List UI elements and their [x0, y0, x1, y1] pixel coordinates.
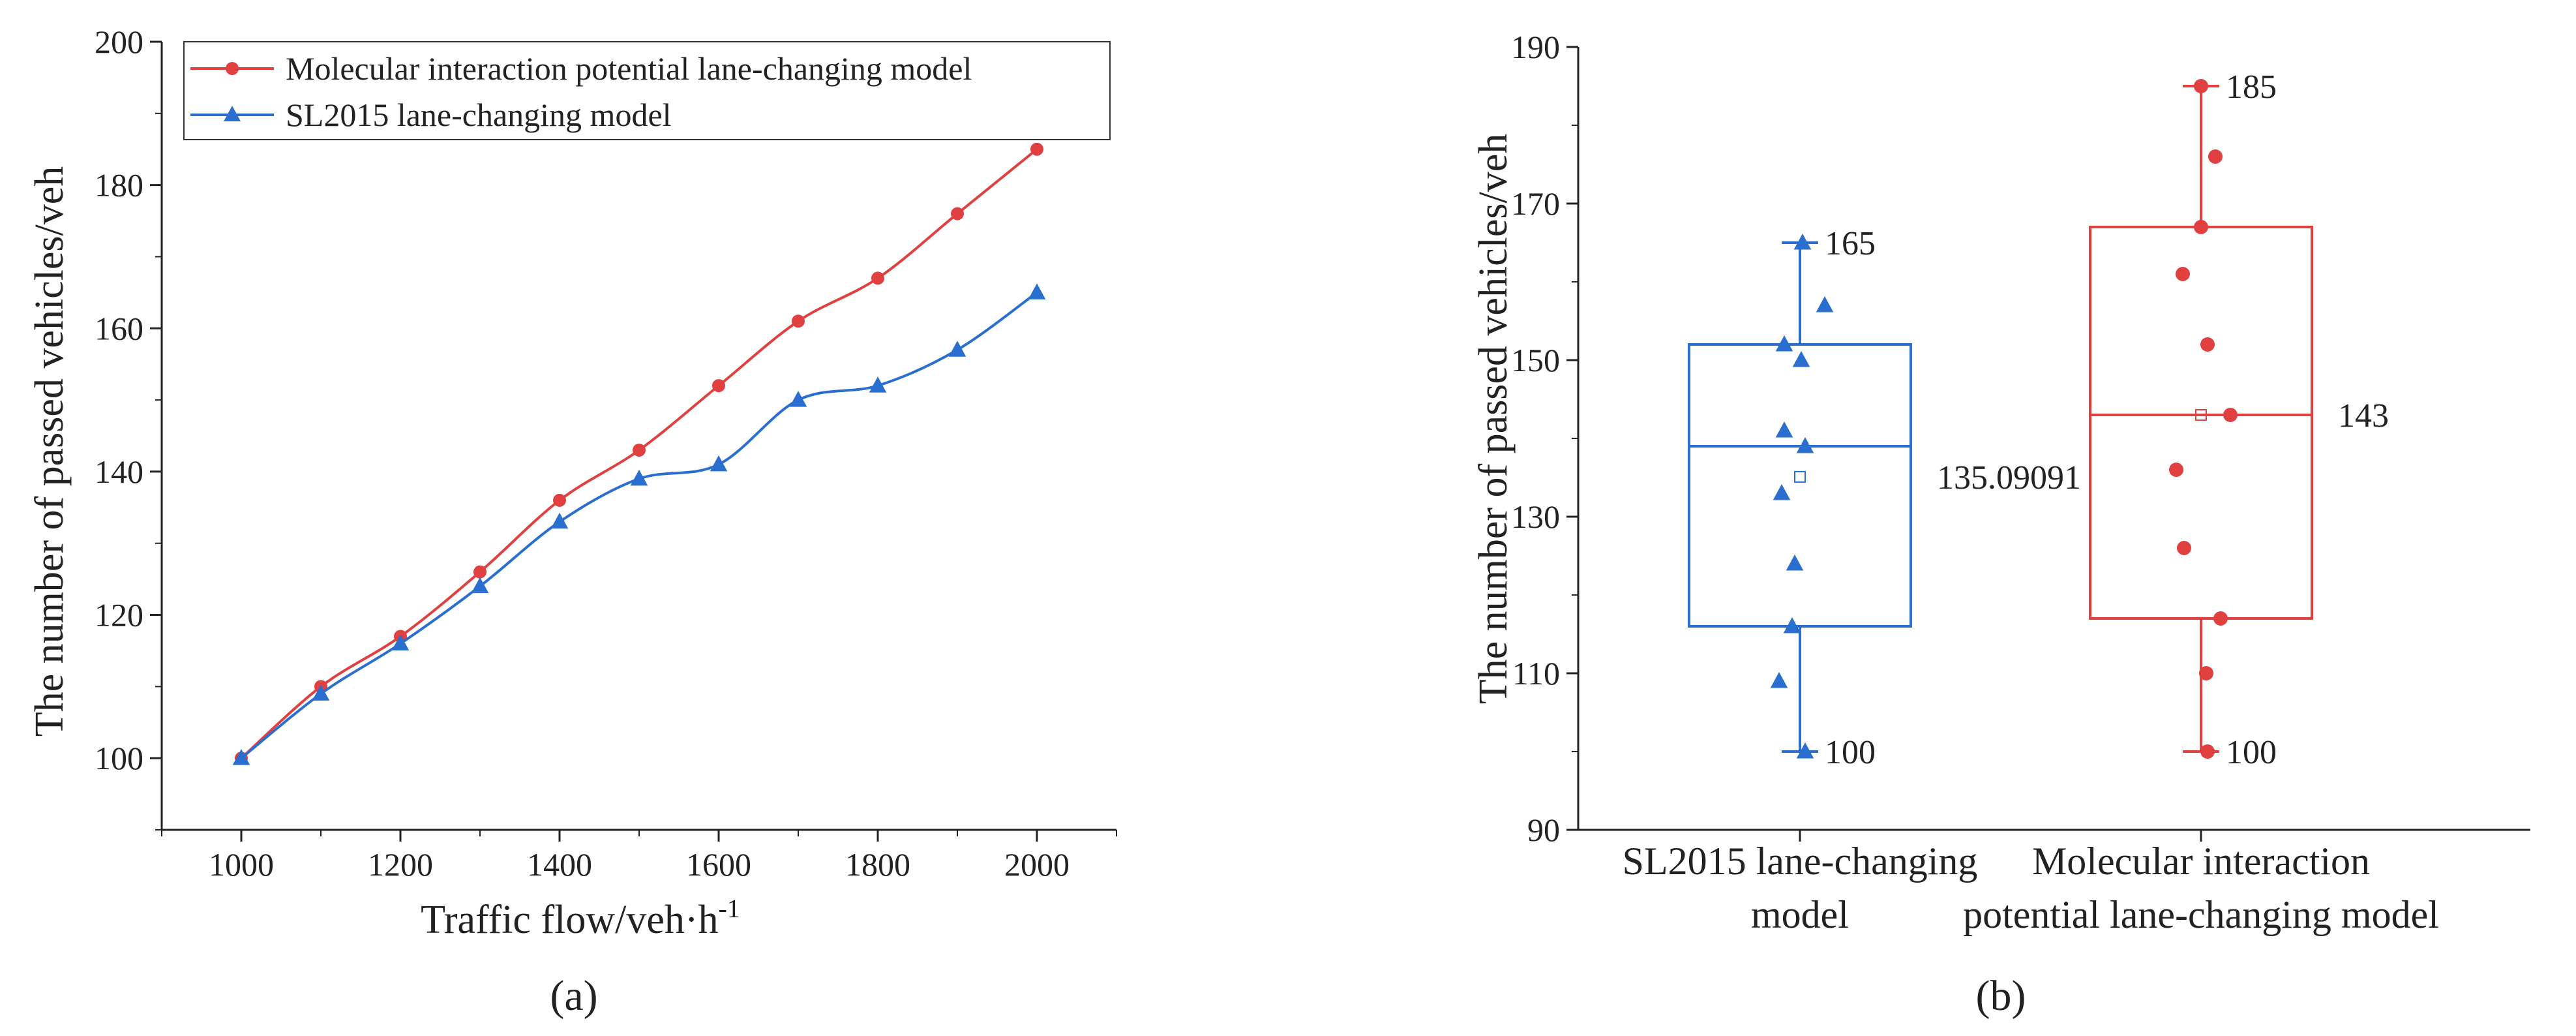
y-tick-label: 170 [1511, 185, 1560, 222]
data-point [2199, 666, 2213, 680]
y-tick-label: 90 [1527, 812, 1560, 848]
axes [1577, 47, 2530, 831]
y-tick-label: 100 [95, 740, 143, 776]
series-line-sl2015 [240, 291, 1038, 759]
data-point [1775, 421, 1793, 438]
x-tick-label: 1200 [368, 846, 433, 883]
line-chart-panel: 1000 1200 1400 1600 1800 2000 100 120 140 160 180 2… [27, 23, 1117, 1020]
data-point [1030, 142, 1043, 156]
legend-entry-label: Molecular interaction potential lane-cha… [286, 50, 972, 87]
data-point [789, 391, 807, 407]
max-value-label: 165 [1825, 225, 1876, 262]
min-value-label: 100 [2226, 734, 2277, 771]
data-point [1786, 555, 1804, 571]
value-labels: 165 100 135.09091 185 100 143 [1825, 69, 2389, 771]
y-tick-label: 140 [95, 453, 143, 490]
category-label-sl2015: model [1751, 893, 1849, 936]
data-point [2200, 744, 2215, 759]
data-point [2194, 79, 2208, 93]
data-point [550, 512, 569, 529]
data-point [951, 207, 964, 221]
x-tick-label: 1600 [686, 846, 751, 883]
panel-label-b: (b) [1976, 972, 2026, 1020]
data-point [871, 271, 884, 285]
legend-swatch-marker [226, 62, 239, 75]
data-point [471, 577, 489, 594]
x-tick-label: 2000 [1004, 846, 1070, 883]
legend-box [183, 41, 1111, 140]
data-point [2177, 541, 2191, 555]
data-point [630, 469, 648, 486]
data-point [1796, 742, 1814, 759]
y-tick-label: 200 [95, 23, 143, 60]
data-point [232, 749, 250, 765]
y-tick-label: 120 [95, 597, 143, 633]
data-point [2169, 463, 2183, 477]
x-tick-label: 1800 [845, 846, 910, 883]
x-tick-label: 1000 [209, 846, 274, 883]
box-layer [1688, 79, 2313, 759]
data-point [1773, 484, 1791, 500]
data-point [1770, 672, 1788, 688]
x-axis-title: Traffic flow/veh·h-1 [421, 894, 740, 942]
data-point [1796, 437, 1814, 453]
data-point [1792, 351, 1810, 367]
tick-marks: 1000 1200 1400 1600 1800 2000 100 120 140 160 180 2… [95, 23, 1117, 883]
data-point [1775, 335, 1793, 352]
data-point [1816, 296, 1834, 312]
mean-marker [2195, 409, 2207, 421]
data-point [473, 565, 487, 579]
x-tick-label: 1400 [527, 846, 592, 883]
data-point [391, 634, 410, 650]
data-point [633, 443, 646, 457]
mean-marker [1794, 470, 1806, 483]
y-axis-title: The number of passed vehicles/veh [1471, 134, 1516, 705]
category-label-molecular: potential lane-changing model [1963, 893, 2439, 936]
data-point [2194, 220, 2208, 234]
data-point [2223, 408, 2238, 422]
data-point [2176, 267, 2190, 281]
y-tick-label: 130 [1511, 498, 1560, 535]
data-point [2200, 337, 2215, 352]
category-label-sl2015: SL2015 lane-changing [1623, 840, 1978, 883]
x-axis-title-superscript: -1 [718, 894, 740, 923]
y-tick-label: 160 [95, 310, 143, 346]
iqr-box [1688, 343, 1912, 628]
legend-entry-label: SL2015 lane-changing model [286, 97, 672, 133]
y-axis-title: The number of passed vehicles/veh [27, 166, 72, 737]
tick-marks: 90 110 130 150 170 190 [1511, 29, 2202, 848]
legend-swatch-marker [224, 106, 241, 121]
data-point [869, 376, 887, 393]
max-value-label: 185 [2226, 69, 2277, 106]
data-point [1028, 283, 1046, 299]
y-tick-label: 180 [95, 167, 143, 204]
y-tick-label: 110 [1512, 655, 1560, 692]
series-layer [232, 142, 1046, 765]
data-point [553, 493, 566, 507]
data-point [792, 314, 805, 328]
mean-value-label: 135.09091 [1937, 459, 2081, 496]
legend: Molecular interaction potential lane-cha… [183, 41, 1111, 140]
data-point [312, 684, 330, 701]
data-point [710, 455, 728, 472]
min-value-label: 100 [1825, 734, 1876, 771]
data-point [2208, 149, 2223, 164]
median-value-label: 143 [2338, 397, 2389, 434]
panel-label-a: (a) [550, 972, 597, 1020]
y-tick-label: 150 [1511, 342, 1560, 378]
data-point [2213, 611, 2228, 626]
category-label-molecular: Molecular interaction [2032, 840, 2370, 883]
iqr-box [2089, 226, 2313, 620]
data-point [1793, 234, 1812, 250]
y-tick-label: 190 [1511, 29, 1560, 65]
axes [160, 42, 1116, 831]
data-point [1783, 617, 1801, 633]
data-point [948, 341, 966, 357]
data-point [712, 379, 725, 393]
